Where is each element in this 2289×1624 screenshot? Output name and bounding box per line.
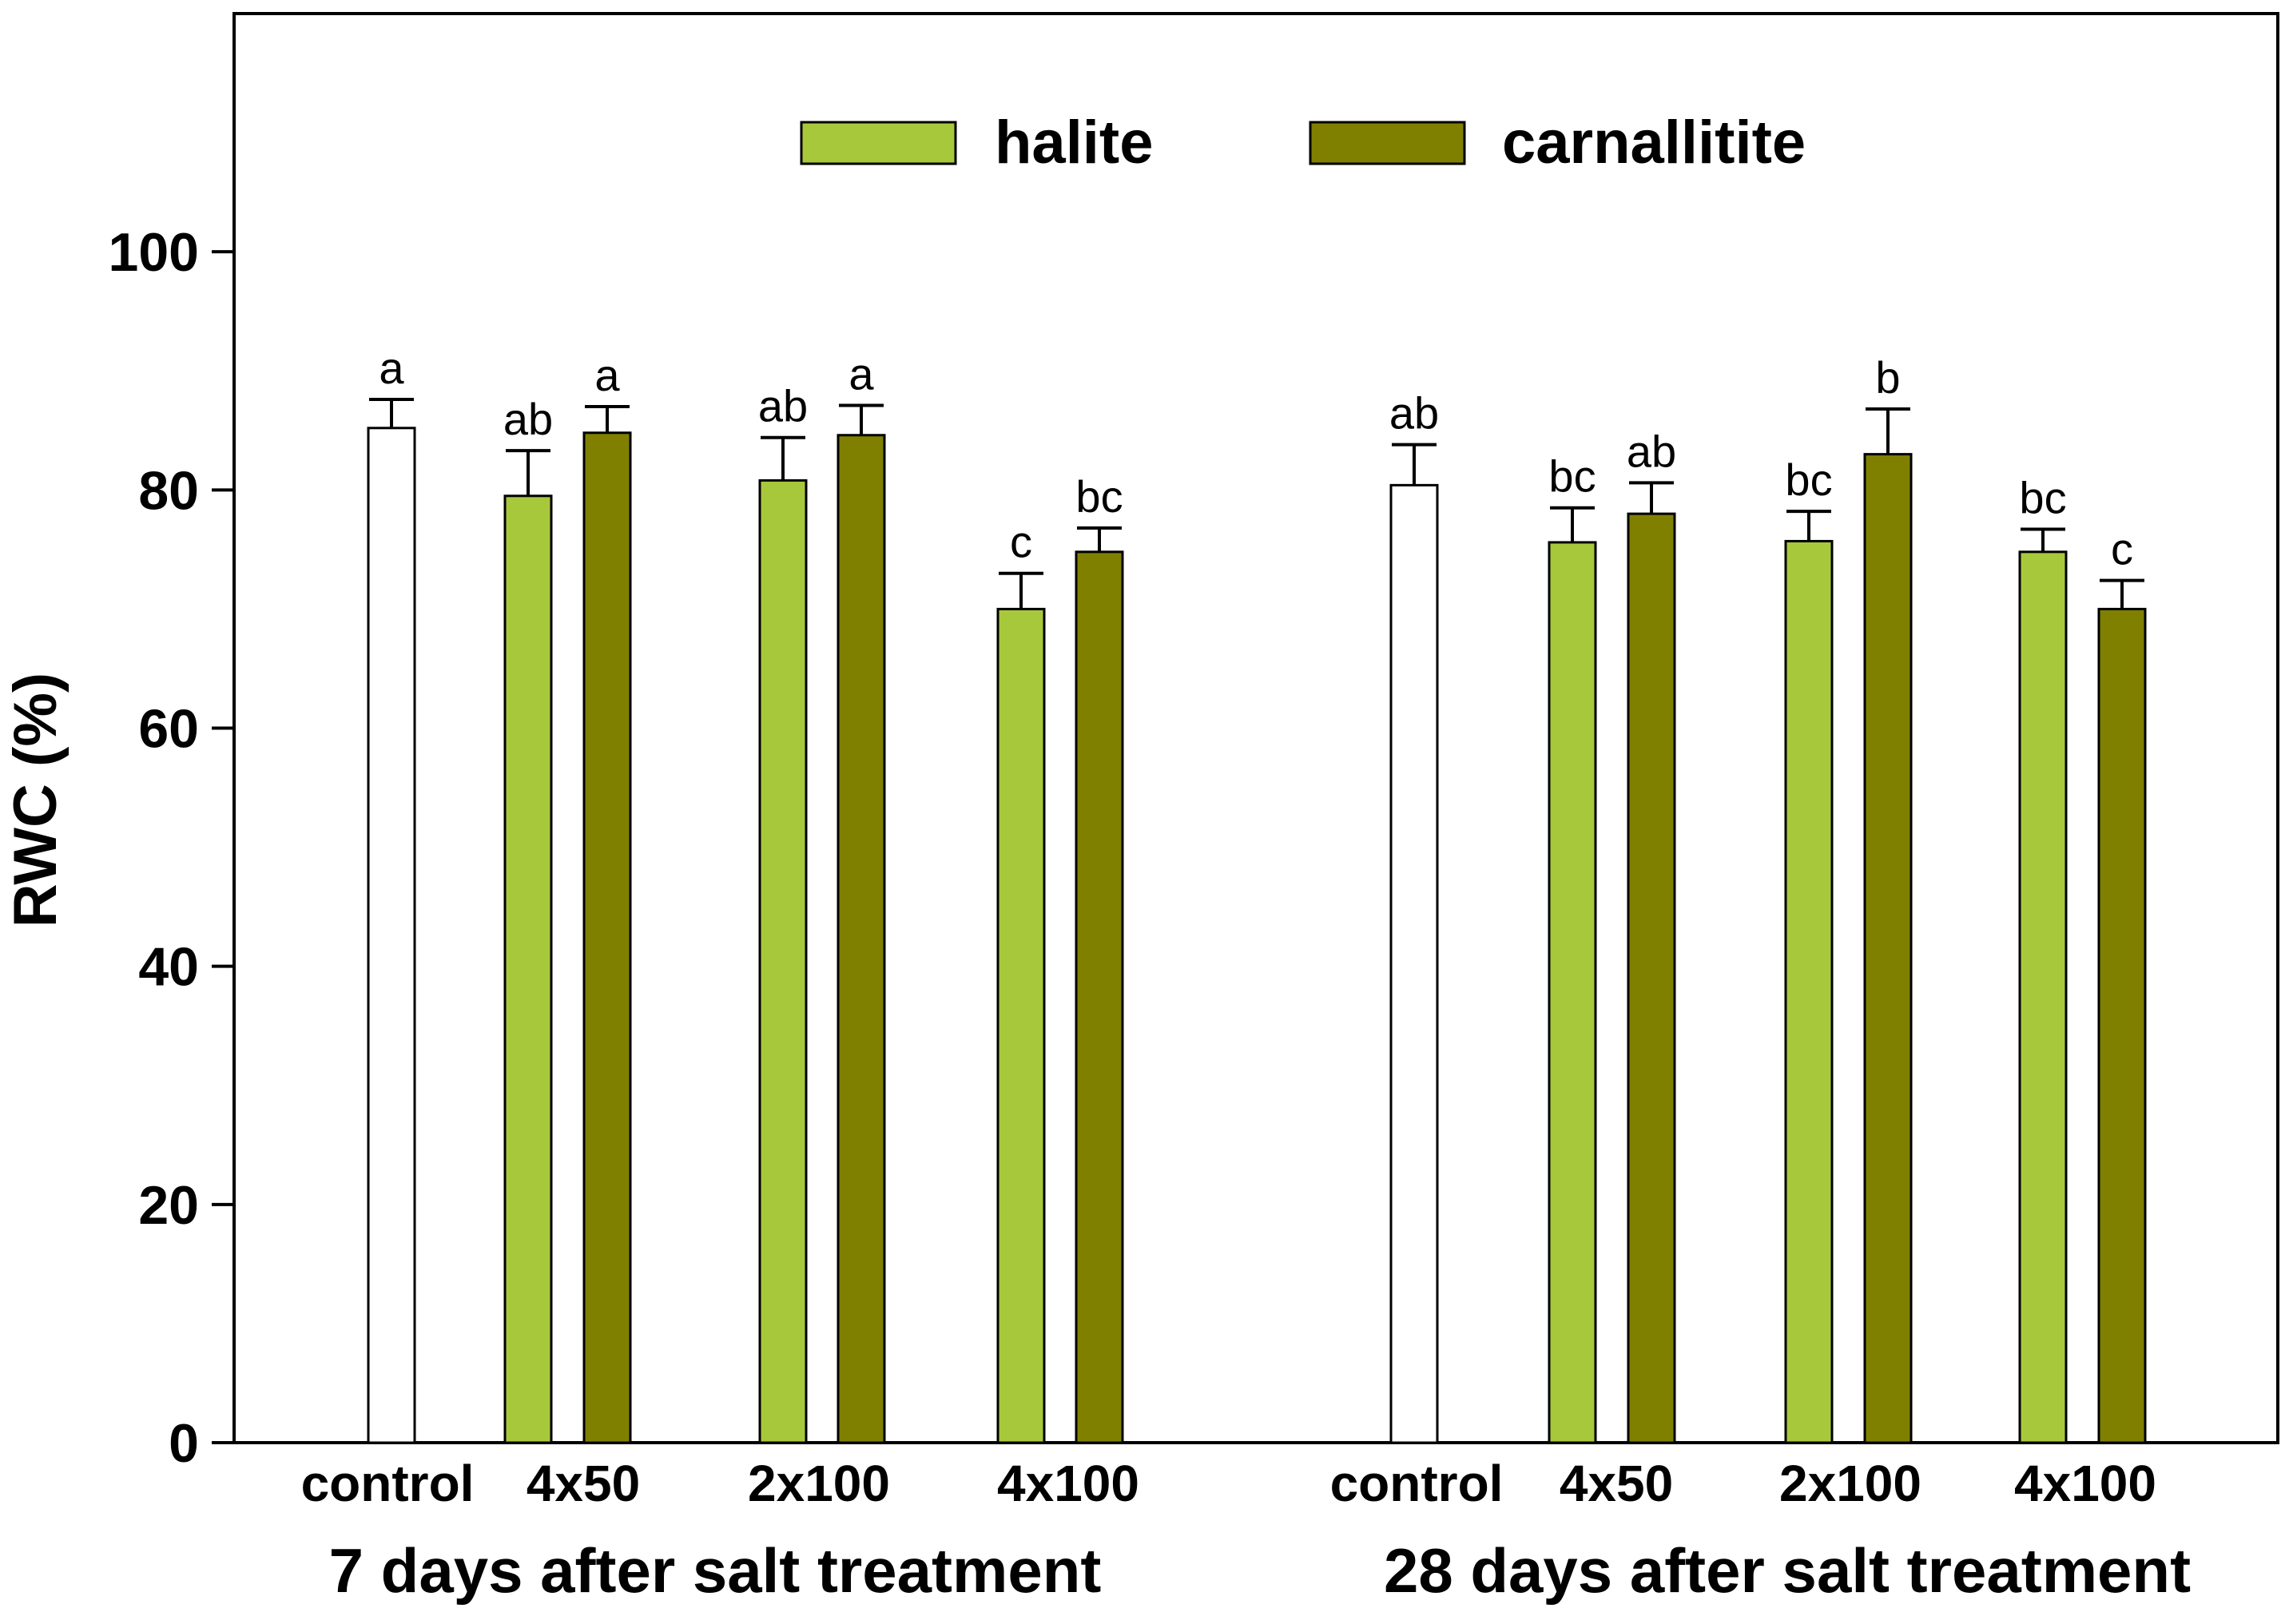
y-tick-label: 80 <box>138 460 199 521</box>
significance-letter: bc <box>1548 451 1596 502</box>
significance-letter: bc <box>1785 455 1832 505</box>
bar-halite <box>503 494 553 1444</box>
bar-halite <box>996 607 1046 1444</box>
bar-halite <box>1548 541 1597 1444</box>
bar-carnallitite <box>1075 550 1124 1444</box>
bar-control <box>367 427 416 1444</box>
group-label: 7 days after salt treatment <box>329 1535 1102 1606</box>
category-label: 4x50 <box>1560 1455 1673 1512</box>
bar-halite <box>758 478 808 1444</box>
y-axis-title: RWC (%) <box>2 673 70 927</box>
significance-letter: b <box>1875 352 1900 403</box>
significance-letter: ab <box>1627 426 1676 476</box>
significance-letter: bc <box>2019 473 2066 523</box>
bar-carnallitite <box>1863 453 1913 1444</box>
bar-control <box>1389 483 1439 1444</box>
category-label: control <box>301 1455 475 1512</box>
legend-swatch-halite <box>800 121 957 165</box>
significance-letter: c <box>1010 517 1032 567</box>
category-label: 4x50 <box>527 1455 640 1512</box>
y-tick-label: 0 <box>169 1413 199 1474</box>
bar-carnallitite <box>2097 607 2147 1444</box>
y-tick-label: 20 <box>138 1175 199 1236</box>
y-tick-label: 40 <box>138 937 199 998</box>
y-tick-label: 60 <box>138 699 199 760</box>
category-label: 2x100 <box>1779 1455 1921 1512</box>
significance-letter: bc <box>1075 471 1123 522</box>
significance-letter: c <box>2111 524 2133 574</box>
significance-letter: ab <box>758 381 808 431</box>
bar-carnallitite <box>582 431 632 1444</box>
legend-label-halite: halite <box>995 109 1154 177</box>
significance-letter: a <box>594 350 620 400</box>
bar-halite <box>1784 539 1834 1444</box>
bar-carnallitite <box>837 434 886 1444</box>
category-label: control <box>1330 1455 1504 1512</box>
y-tick-label: 100 <box>109 222 199 283</box>
significance-letter: ab <box>503 394 553 444</box>
legend-label-carnallitite: carnallitite <box>1502 109 1806 177</box>
legend-swatch-carnallitite <box>1309 121 1466 165</box>
bar-halite <box>2018 550 2068 1444</box>
bar-carnallitite <box>1627 512 1676 1444</box>
significance-letter: a <box>848 348 874 399</box>
group-label: 28 days after salt treatment <box>1384 1535 2191 1606</box>
category-label: 2x100 <box>748 1455 890 1512</box>
category-label: 4x100 <box>2014 1455 2156 1512</box>
significance-letter: a <box>379 343 404 393</box>
significance-letter: ab <box>1389 388 1439 439</box>
category-label: 4x100 <box>997 1455 1139 1512</box>
